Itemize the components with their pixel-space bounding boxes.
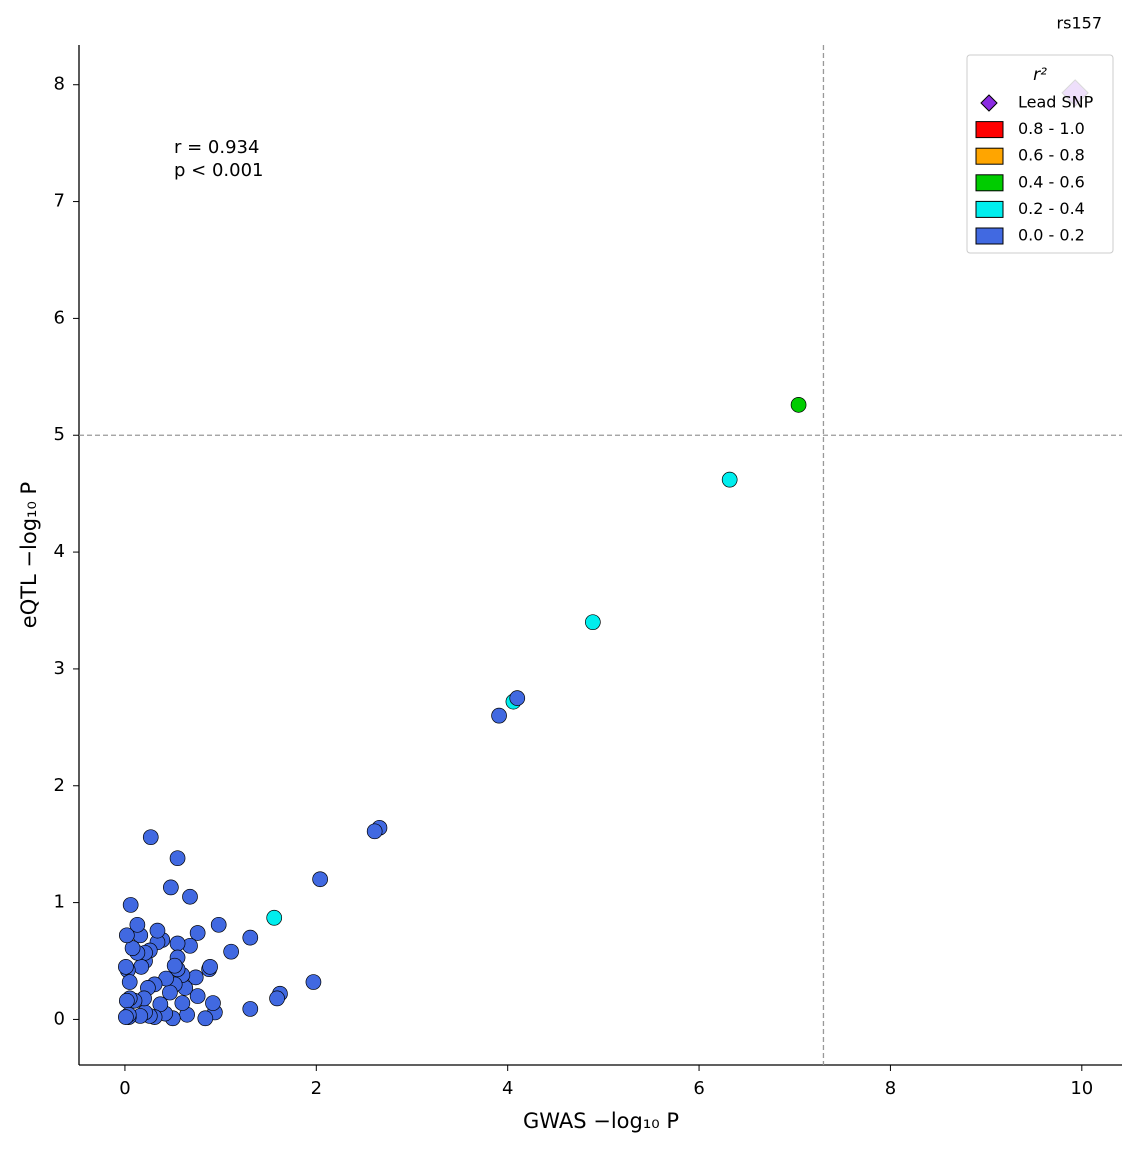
point	[491, 707, 507, 724]
point	[169, 850, 186, 867]
point	[242, 929, 259, 946]
point	[122, 897, 139, 913]
point	[118, 992, 135, 1009]
point	[166, 957, 183, 974]
point	[197, 1010, 214, 1027]
x-tick-label: 4	[502, 1078, 513, 1099]
legend-label: 0.4 - 0.6	[1018, 172, 1085, 191]
legend-marker	[975, 174, 1004, 192]
x-tick-label: 8	[885, 1078, 896, 1099]
y-tick-label: 0	[54, 1008, 65, 1029]
point	[312, 871, 328, 888]
y-tick-label: 8	[54, 74, 65, 95]
point	[189, 925, 206, 941]
legend-label: 0.2 - 0.4	[1018, 199, 1085, 218]
annotation: p < 0.001	[174, 160, 263, 181]
x-axis-label: GWAS −log₁₀ P	[523, 1109, 679, 1133]
y-tick-label: 7	[54, 191, 65, 212]
legend-label: 0.8 - 1.0	[1018, 119, 1085, 138]
y-tick-label: 6	[54, 307, 65, 328]
point	[163, 879, 179, 896]
x-tick-label: 6	[693, 1078, 704, 1099]
point	[121, 974, 138, 990]
legend-title: r²	[1033, 65, 1047, 85]
point	[269, 990, 285, 1007]
y-tick-label: 1	[54, 892, 65, 913]
y-tick-label: 3	[54, 658, 65, 679]
legend-marker	[975, 147, 1004, 165]
point	[149, 922, 166, 939]
point	[118, 927, 135, 944]
point	[142, 829, 159, 846]
annotation: r = 0.934	[174, 137, 259, 158]
point	[242, 1001, 259, 1017]
point	[584, 614, 601, 631]
point	[205, 995, 221, 1011]
point	[133, 959, 150, 975]
point	[129, 916, 146, 933]
point	[509, 690, 526, 706]
point	[202, 959, 218, 975]
legend-marker	[975, 227, 1004, 245]
legend-label: Lead SNP	[1018, 93, 1094, 112]
y-axis-label: eQTL −log₁₀ P	[17, 482, 41, 628]
legend-marker	[975, 121, 1004, 139]
point	[118, 959, 134, 975]
x-tick-label: 0	[119, 1078, 130, 1099]
lead-label: rs157	[1057, 14, 1102, 33]
point	[305, 974, 322, 990]
y-tick-label: 4	[54, 541, 65, 562]
point	[721, 471, 738, 488]
legend-label: 0.6 - 0.8	[1018, 146, 1085, 165]
point	[366, 823, 383, 840]
point	[223, 943, 239, 960]
point	[118, 1009, 134, 1025]
legend-marker	[980, 94, 998, 112]
point	[189, 988, 206, 1004]
point	[182, 888, 198, 905]
legend-label: 0.0 - 0.2	[1018, 226, 1085, 245]
y-tick-label: 5	[54, 424, 65, 445]
point	[210, 916, 227, 933]
x-tick-label: 10	[1070, 1078, 1093, 1099]
legend-marker	[975, 200, 1004, 218]
x-tick-label: 2	[311, 1078, 322, 1099]
point	[790, 397, 807, 413]
y-tick-label: 2	[54, 775, 65, 796]
point	[169, 935, 186, 952]
point	[174, 995, 191, 1011]
point	[266, 909, 283, 926]
